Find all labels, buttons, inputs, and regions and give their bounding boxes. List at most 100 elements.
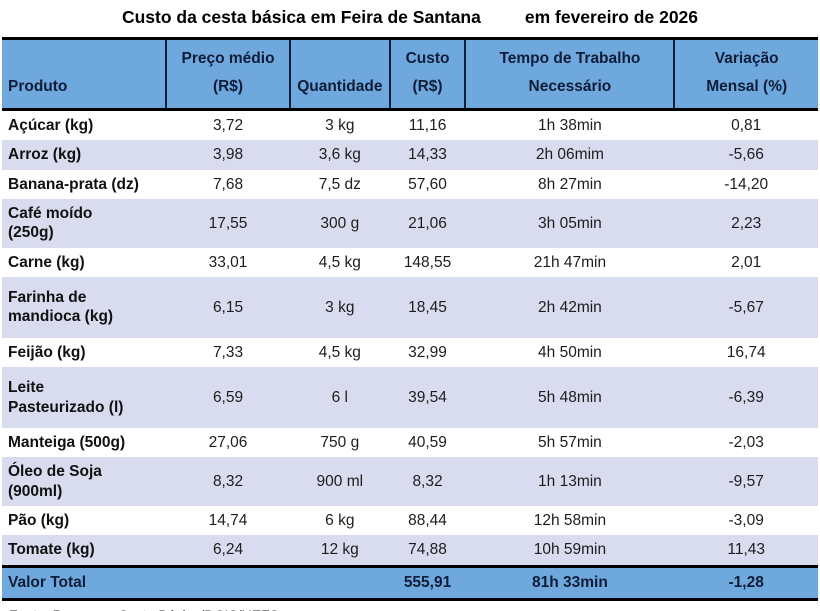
table-row: Tomate (kg) 6,24 12 kg 74,88 10h 59min 1… — [2, 535, 818, 567]
cell-custo: 74,88 — [408, 541, 447, 559]
header-produto-label: Produto — [8, 77, 68, 95]
cell-tempo: 21h 47min — [533, 253, 607, 271]
header-preco-medio-line1: Preço médio — [181, 50, 275, 67]
header-custo: Custo (R$) — [388, 37, 466, 111]
cell-variacao: 11,43 — [727, 541, 765, 559]
page-title-period: em fevereiro de 2026 — [524, 7, 699, 27]
page-title: Custo da cesta básica em Feira de Santan… — [2, 5, 818, 37]
table-body: Açúcar (kg) 3,72 3 kg 11,16 1h 38min 0,8… — [2, 109, 818, 567]
cell-custo: 40,59 — [408, 433, 447, 451]
total-custo: 555,91 — [389, 564, 466, 601]
cell-tempo: 8h 27min — [538, 175, 602, 193]
cell-produto: Pão (kg) — [8, 512, 70, 530]
cell-preco-medio: 17,55 — [208, 214, 248, 232]
cell-quantidade: 4,5 kg — [318, 253, 361, 271]
cell-custo: 32,99 — [408, 343, 447, 361]
cell-preco-medio: 14,74 — [208, 512, 248, 530]
table-header: Produto Preço médio (R$) Quantidade Cust… — [2, 37, 818, 111]
total-preco-medio — [166, 564, 291, 601]
cell-custo: 39,54 — [408, 388, 447, 406]
total-quantidade — [290, 564, 390, 601]
header-quantidade-label: Quantidade — [297, 77, 383, 95]
table-row: Banana-prata (dz) 7,68 7,5 dz 57,60 8h 2… — [2, 170, 818, 199]
cell-quantidade: 6 kg — [325, 512, 355, 530]
cell-tempo: 12h 58min — [533, 512, 607, 530]
cell-variacao: 2,23 — [731, 214, 762, 232]
cell-variacao: -6,39 — [728, 388, 764, 406]
table-row: Açúcar (kg) 3,72 3 kg 11,16 1h 38min 0,8… — [2, 109, 818, 140]
header-custo-line2: (R$) — [412, 77, 443, 95]
cell-custo: 148,55 — [403, 253, 452, 271]
cell-quantidade: 3,6 kg — [318, 146, 361, 164]
table-row: Café moído (250g) 17,55 300 g 21,06 3h 0… — [2, 198, 818, 248]
cell-quantidade: 300 g — [320, 214, 360, 232]
cell-produto: Farinha de mandioca (kg) — [8, 289, 114, 326]
cell-preco-medio: 6,15 — [212, 298, 244, 316]
cell-produto: Café moído (250g) — [8, 204, 93, 242]
cell-produto: Óleo de Soja (900ml) — [8, 463, 102, 500]
cell-variacao: -5,66 — [728, 146, 764, 164]
table-row: Pão (kg) 14,74 6 kg 88,44 12h 58min -3,0… — [2, 506, 818, 535]
cell-produto: Manteiga (500g) — [8, 433, 126, 451]
cell-tempo: 2h 06mim — [535, 146, 604, 164]
header-tempo-line2: Necessário — [528, 77, 612, 95]
table-footer: Valor Total 555,91 81h 33min -1,28 — [2, 564, 818, 601]
header-preco-medio-line2: (R$) — [212, 77, 244, 95]
cell-quantidade: 12 kg — [320, 541, 359, 559]
cell-custo: 57,60 — [408, 175, 447, 193]
header-variacao-line2: Mensal (%) — [706, 77, 788, 95]
cell-quantidade: 6 l — [331, 388, 348, 406]
total-label: Valor Total — [2, 564, 167, 601]
cell-tempo: 3h 05min — [538, 214, 602, 232]
cell-preco-medio: 8,32 — [212, 472, 244, 490]
cell-produto: Banana-prata (dz) — [8, 175, 139, 193]
cell-produto: Leite Pasteurizado (l) — [8, 379, 124, 416]
header-variacao: Variação Mensal (%) — [673, 37, 818, 111]
cell-variacao: 16,74 — [726, 343, 766, 361]
cell-tempo: 5h 57min — [538, 433, 602, 451]
cell-quantidade: 900 ml — [316, 472, 364, 490]
cell-produto: Feijão (kg) — [8, 343, 86, 361]
cell-preco-medio: 7,68 — [212, 175, 244, 193]
header-preco-medio: Preço médio (R$) — [165, 37, 291, 111]
cell-preco-medio: 6,59 — [212, 388, 244, 406]
cell-variacao: -9,57 — [728, 472, 764, 490]
header-tempo-line1: Tempo de Trabalho — [499, 50, 641, 67]
cell-tempo: 10h 59min — [533, 541, 607, 559]
source-note: Fonte: Programa Cesta Básica/DCIS/UEFS. — [2, 601, 818, 611]
cell-preco-medio: 3,98 — [212, 146, 244, 164]
cell-quantidade: 4,5 kg — [318, 343, 361, 361]
total-row: Valor Total 555,91 81h 33min -1,28 — [2, 564, 818, 601]
header-quantidade: Quantidade — [289, 37, 390, 111]
table-row: Óleo de Soja (900ml) 8,32 900 ml 8,32 1h… — [2, 457, 818, 507]
header-tempo: Tempo de Trabalho Necessário — [464, 37, 675, 111]
cell-quantidade: 7,5 dz — [318, 175, 361, 193]
cell-tempo: 2h 42min — [538, 298, 602, 316]
cell-variacao: -5,67 — [728, 298, 764, 316]
cell-tempo: 5h 48min — [538, 388, 602, 406]
cell-tempo: 4h 50min — [538, 343, 602, 361]
table-row: Farinha de mandioca (kg) 6,15 3 kg 18,45… — [2, 277, 818, 338]
cell-variacao: -14,20 — [724, 175, 769, 193]
table-row: Manteiga (500g) 27,06 750 g 40,59 5h 57m… — [2, 428, 818, 457]
header-row: Produto Preço médio (R$) Quantidade Cust… — [2, 37, 818, 111]
cell-custo: 21,06 — [408, 214, 447, 232]
header-variacao-line1: Variação — [714, 50, 779, 67]
cell-custo: 88,44 — [408, 512, 447, 530]
cell-preco-medio: 3,72 — [212, 116, 244, 134]
cell-produto: Açúcar (kg) — [8, 116, 94, 134]
cell-quantidade: 750 g — [320, 433, 360, 451]
cell-variacao: 0,81 — [731, 116, 762, 134]
cell-preco-medio: 33,01 — [208, 253, 248, 271]
total-tempo: 81h 33min — [465, 564, 675, 601]
cell-tempo: 1h 38min — [538, 116, 602, 134]
cell-produto: Tomate (kg) — [8, 541, 95, 559]
page-title-main: Custo da cesta básica em Feira de Santan… — [121, 7, 481, 27]
table-row: Arroz (kg) 3,98 3,6 kg 14,33 2h 06mim -5… — [2, 140, 818, 170]
basket-table: Produto Preço médio (R$) Quantidade Cust… — [2, 37, 818, 601]
cell-tempo: 1h 13min — [538, 472, 602, 490]
cell-quantidade: 3 kg — [325, 298, 355, 316]
header-custo-line1: Custo — [405, 50, 450, 67]
table-row: Feijão (kg) 7,33 4,5 kg 32,99 4h 50min 1… — [2, 338, 818, 367]
cell-variacao: -2,03 — [728, 433, 764, 451]
